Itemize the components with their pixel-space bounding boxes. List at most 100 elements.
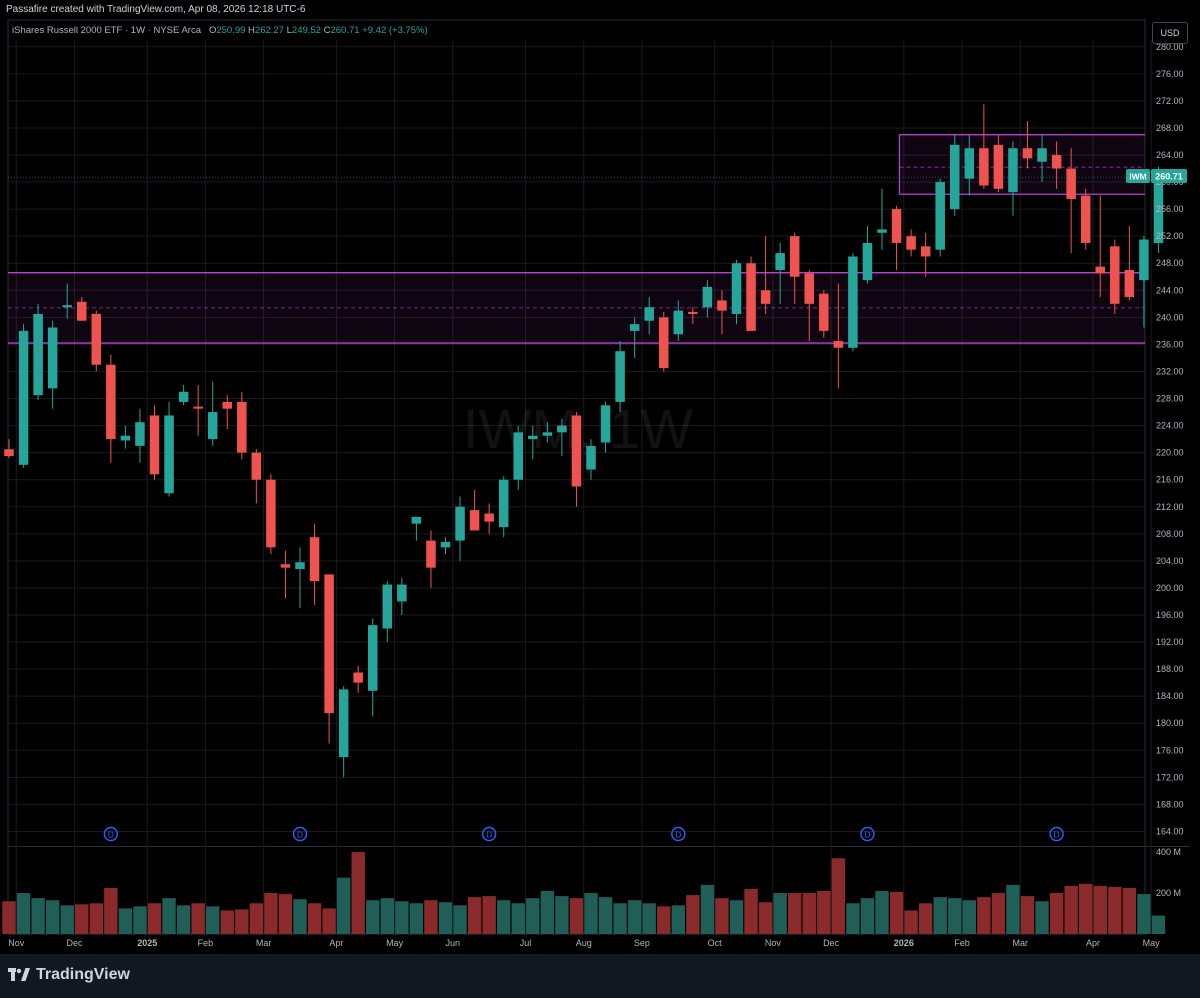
time-tick-label: Apr (1086, 938, 1100, 948)
candle-body (542, 432, 553, 436)
candle-body (688, 311, 698, 314)
volume-pane (2, 852, 1166, 934)
candle-body (1124, 270, 1135, 298)
currency-button[interactable]: USD (1152, 22, 1188, 44)
dividend-marker-icon (671, 826, 686, 842)
candle-body (426, 540, 436, 568)
time-tick-label: Feb (954, 938, 970, 948)
candle-body (1008, 148, 1018, 193)
candle-body (862, 242, 873, 281)
volume-bar (758, 902, 773, 934)
price-tick-label: 240.00 (1156, 312, 1184, 322)
candle-body (1037, 148, 1047, 162)
price-tick-label: 236.00 (1156, 339, 1184, 349)
time-tick-label: Dec (66, 938, 83, 948)
candle-body (644, 307, 654, 321)
candle-body (760, 290, 771, 304)
candle-body (775, 253, 785, 270)
candle-body (528, 435, 538, 440)
candle-body (1110, 246, 1120, 304)
dividend-marker-label: D (864, 830, 870, 840)
volume-bar (831, 858, 846, 934)
price-tick-label: 224.00 (1156, 421, 1184, 431)
candle-body (731, 263, 742, 314)
candle-body (746, 263, 756, 331)
time-tick-label: Jul (520, 938, 532, 948)
volume-bar (875, 891, 889, 934)
candle-body (1066, 168, 1076, 199)
price-tick-label: 216.00 (1156, 475, 1184, 485)
tradingview-logo[interactable]: TradingView (8, 966, 130, 984)
price-tick-label: 184.00 (1156, 691, 1184, 701)
volume-bar (45, 900, 60, 934)
high-label: H (248, 25, 255, 36)
volume-bar (1020, 896, 1035, 934)
volume-bar (526, 898, 540, 934)
candle-body (397, 584, 407, 602)
dividend-marker-label: D (486, 830, 492, 840)
volume-bar (220, 910, 234, 934)
price-tick-label: 220.00 (1156, 448, 1184, 458)
candle-body (964, 148, 975, 179)
volume-bar (322, 908, 336, 934)
volume-bar (235, 909, 249, 934)
volume-bar (2, 901, 16, 934)
time-tick-label: Mar (256, 938, 272, 948)
open-label: O (208, 25, 217, 36)
candle-body (18, 330, 29, 465)
time-tick-label: May (1143, 938, 1161, 948)
volume-bar (147, 903, 162, 934)
volume-bar (889, 892, 904, 934)
candle-body (455, 506, 465, 541)
candle-body (920, 246, 931, 257)
volume-bar (555, 896, 569, 934)
volume-bar (336, 877, 351, 934)
candle-body (135, 422, 145, 446)
axes: 164.00 168.00 172.00 176.00 180.00 184.00 188.… (8, 42, 1183, 948)
candle-body (411, 516, 422, 524)
candle-body (338, 689, 349, 758)
candle-body (1095, 266, 1105, 274)
volume-bar (31, 898, 45, 934)
candle-body (906, 236, 916, 250)
volume-bar (409, 903, 424, 934)
instrument-title: iShares Russell 2000 ETF · 1W · NYSE Arc… (12, 25, 202, 36)
candle-body (77, 301, 87, 321)
volume-bar (264, 893, 278, 934)
volume-bar (133, 906, 147, 934)
volume-bar (278, 894, 293, 934)
candle-body (557, 425, 567, 433)
zones (8, 134, 1145, 344)
price-tick-label: 268.00 (1156, 123, 1184, 133)
candle-body (178, 391, 189, 402)
volume-bar (497, 900, 511, 934)
high-value: 262.27 (254, 25, 284, 36)
volume-bar (89, 903, 103, 934)
candle-body (33, 313, 43, 396)
volume-bar (991, 893, 1006, 934)
candle-body (4, 449, 14, 457)
price-tick-label: 244.00 (1156, 285, 1184, 295)
candle-body (106, 364, 116, 440)
volume-bar (1035, 901, 1049, 934)
time-tick-label: Apr (329, 938, 343, 948)
volume-bar (467, 897, 482, 934)
volume-bar (16, 893, 31, 934)
price-tick-label: 176.00 (1156, 745, 1184, 755)
volume-bar (1049, 893, 1064, 934)
candle-body (91, 313, 102, 365)
price-tick-label: 264.00 (1156, 150, 1184, 160)
candle-body (1080, 195, 1091, 243)
volume-bar (1079, 883, 1093, 934)
volume-bar (584, 893, 598, 934)
price-tick-label: 248.00 (1156, 258, 1184, 268)
dividend-marker-icon (860, 826, 875, 842)
volume-bar (1006, 884, 1020, 934)
dividend-marker-label: D (1054, 830, 1060, 840)
volume-bar (1064, 885, 1078, 934)
candle-body (819, 293, 829, 331)
dividend-marker-icon (1049, 826, 1064, 842)
time-tick-label: Nov (765, 938, 782, 948)
last-price-tag: IWM 260.71 (1126, 169, 1187, 183)
